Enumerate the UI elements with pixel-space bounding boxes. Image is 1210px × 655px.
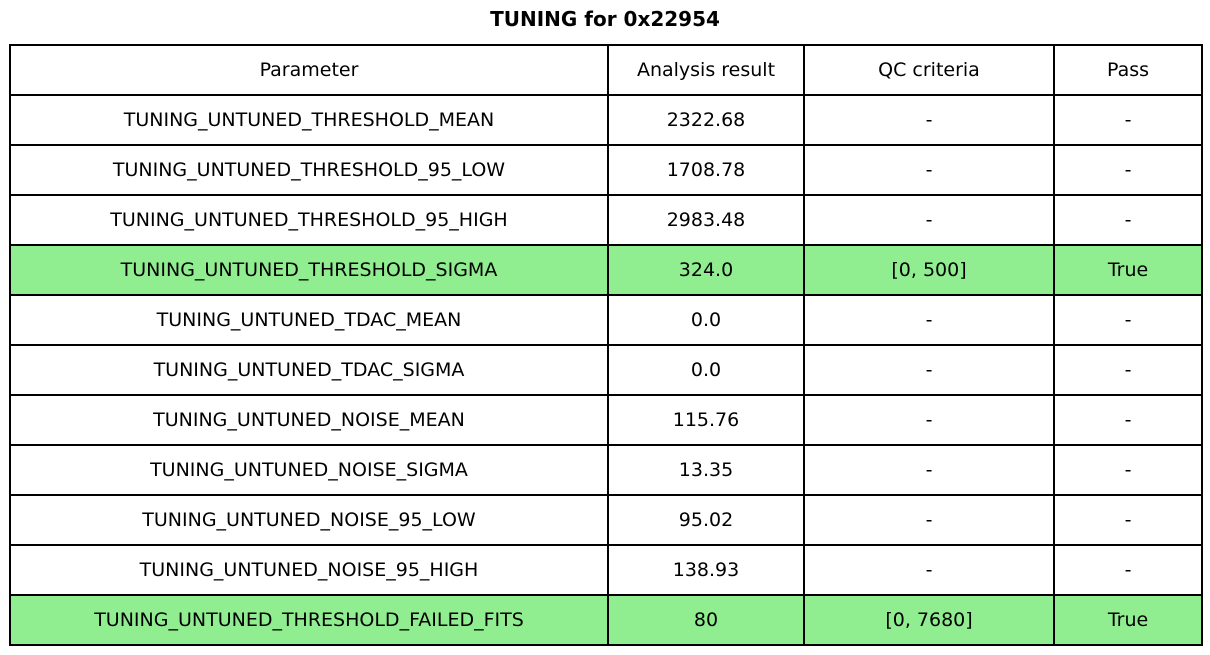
qc-criteria-cell: - bbox=[803, 344, 1055, 396]
table-row: TUNING_UNTUNED_NOISE_MEAN 115.76- - bbox=[9, 394, 1203, 446]
parameter-cell: TUNING_UNTUNED_THRESHOLD_FAILED_FITS bbox=[9, 594, 609, 646]
analysis-result-cell: 2983.48 bbox=[607, 194, 805, 246]
qc-criteria-cell: - bbox=[803, 294, 1055, 346]
qc-criteria-cell: - bbox=[803, 544, 1055, 596]
analysis-result-cell: 115.76 bbox=[607, 394, 805, 446]
column-header-analysis-result: Analysis result bbox=[607, 44, 805, 96]
pass-cell: True bbox=[1053, 244, 1203, 296]
parameter-cell: TUNING_UNTUNED_NOISE_95_HIGH bbox=[9, 544, 609, 596]
table-row: TUNING_UNTUNED_NOISE_SIGMA 13.35- - bbox=[9, 444, 1203, 496]
qc-criteria-cell: - bbox=[803, 394, 1055, 446]
qc-criteria-cell: - bbox=[803, 144, 1055, 196]
table-row: TUNING_UNTUNED_THRESHOLD_FAILED_FITS 80 [0… bbox=[9, 594, 1203, 646]
parameter-cell: TUNING_UNTUNED_NOISE_MEAN bbox=[9, 394, 609, 446]
analysis-result-cell: 138.93 bbox=[607, 544, 805, 596]
parameter-cell: TUNING_UNTUNED_TDAC_MEAN bbox=[9, 294, 609, 346]
page-title: TUNING for 0x22954 bbox=[490, 7, 720, 31]
pass-cell: - bbox=[1053, 544, 1203, 596]
table-row: TUNING_UNTUNED_TDAC_SIGMA 0.0- - bbox=[9, 344, 1203, 396]
pass-cell: - bbox=[1053, 144, 1203, 196]
table-row: TUNING_UNTUNED_TDAC_MEAN 0.0- - bbox=[9, 294, 1203, 346]
parameter-cell: TUNING_UNTUNED_NOISE_SIGMA bbox=[9, 444, 609, 496]
qc-criteria-cell: [0, 7680] bbox=[803, 594, 1055, 646]
parameter-cell: TUNING_UNTUNED_TDAC_SIGMA bbox=[9, 344, 609, 396]
qc-criteria-cell: - bbox=[803, 444, 1055, 496]
pass-cell: - bbox=[1053, 344, 1203, 396]
pass-cell: - bbox=[1053, 444, 1203, 496]
header-row: Parameter Analysis result QC criteria Pa… bbox=[9, 44, 1203, 96]
table-row: TUNING_UNTUNED_NOISE_95_LOW 95.02- - bbox=[9, 494, 1203, 546]
table-row: TUNING_UNTUNED_NOISE_95_HIGH 138.93- - bbox=[9, 544, 1203, 596]
analysis-result-cell: 324.0 bbox=[607, 244, 805, 296]
qc-criteria-cell: - bbox=[803, 494, 1055, 546]
qc-results-table: Parameter Analysis result QC criteria Pa… bbox=[9, 44, 1203, 646]
parameter-cell: TUNING_UNTUNED_THRESHOLD_MEAN bbox=[9, 94, 609, 146]
analysis-result-cell: 95.02 bbox=[607, 494, 805, 546]
column-header-qc-criteria: QC criteria bbox=[803, 44, 1055, 96]
pass-cell: - bbox=[1053, 494, 1203, 546]
parameter-cell: TUNING_UNTUNED_NOISE_95_LOW bbox=[9, 494, 609, 546]
table-row: TUNING_UNTUNED_THRESHOLD_95_HIGH 2983.48-… bbox=[9, 194, 1203, 246]
table-row: TUNING_UNTUNED_THRESHOLD_SIGMA 324.0 [0, 5… bbox=[9, 244, 1203, 296]
parameter-cell: TUNING_UNTUNED_THRESHOLD_SIGMA bbox=[9, 244, 609, 296]
pass-cell: - bbox=[1053, 94, 1203, 146]
analysis-result-cell: 1708.78 bbox=[607, 144, 805, 196]
pass-cell: - bbox=[1053, 394, 1203, 446]
analysis-result-cell: 13.35 bbox=[607, 444, 805, 496]
table-row: TUNING_UNTUNED_THRESHOLD_MEAN 2322.68- - bbox=[9, 94, 1203, 146]
pass-cell: True bbox=[1053, 594, 1203, 646]
qc-criteria-cell: - bbox=[803, 94, 1055, 146]
column-header-pass: Pass bbox=[1053, 44, 1203, 96]
pass-cell: - bbox=[1053, 294, 1203, 346]
qc-criteria-cell: [0, 500] bbox=[803, 244, 1055, 296]
table-row: TUNING_UNTUNED_THRESHOLD_95_LOW 1708.78- - bbox=[9, 144, 1203, 196]
parameter-cell: TUNING_UNTUNED_THRESHOLD_95_LOW bbox=[9, 144, 609, 196]
column-header-parameter: Parameter bbox=[9, 44, 609, 96]
pass-cell: - bbox=[1053, 194, 1203, 246]
analysis-result-cell: 80 bbox=[607, 594, 805, 646]
analysis-result-cell: 2322.68 bbox=[607, 94, 805, 146]
qc-criteria-cell: - bbox=[803, 194, 1055, 246]
analysis-result-cell: 0.0 bbox=[607, 344, 805, 396]
analysis-result-cell: 0.0 bbox=[607, 294, 805, 346]
parameter-cell: TUNING_UNTUNED_THRESHOLD_95_HIGH bbox=[9, 194, 609, 246]
